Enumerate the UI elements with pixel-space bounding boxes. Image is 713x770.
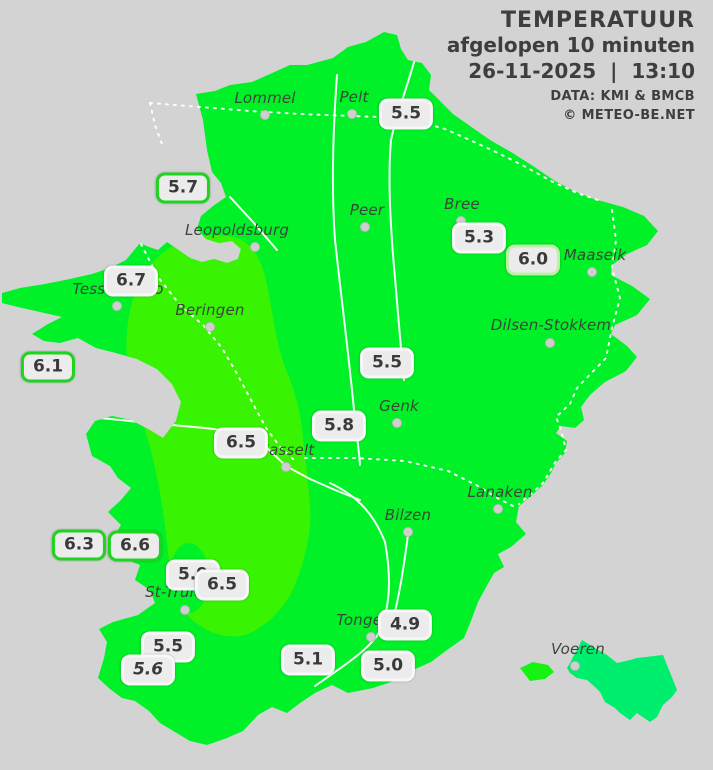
city-dot: [347, 109, 357, 119]
road-line: [314, 482, 390, 687]
temperature-badge: 5.7: [155, 172, 211, 204]
temperature-badge: 6.5: [213, 427, 269, 459]
temperature-badge: 6.1: [20, 351, 76, 383]
border-dotted-line: [149, 102, 406, 119]
city-dot: [112, 301, 122, 311]
road-line: [388, 35, 422, 381]
city-label: Beringen: [175, 301, 245, 319]
temperature-badge: 6.5: [194, 569, 250, 601]
city-label: Dilsen-Stokkem: [490, 316, 612, 334]
temperature-badge: 6.7: [103, 265, 159, 297]
voeren-region: [567, 640, 677, 722]
city-dot: [205, 322, 215, 332]
temperature-badge: 5.0: [360, 650, 416, 682]
temperature-badge: 5.5: [359, 347, 415, 379]
city-dot: [260, 110, 270, 120]
map-header: TEMPERATUUR afgelopen 10 minuten 26-11-2…: [447, 8, 695, 125]
page-title: TEMPERATUUR: [500, 8, 695, 33]
temperature-badge: 4.9: [377, 609, 433, 641]
city-dot: [392, 418, 402, 428]
city-dot: [587, 267, 597, 277]
city-label: Peer: [349, 201, 385, 219]
city-dot: [250, 242, 260, 252]
voeren-west-tip: [520, 662, 554, 681]
city-dot: [403, 527, 413, 537]
border-dotted-line: [518, 209, 622, 505]
temperature-badge: 5.8: [311, 410, 367, 442]
city-label: Lommel: [234, 89, 296, 107]
header-data-source: DATA: KMI & BMCB: [550, 89, 695, 104]
city-label: Lanaken: [467, 483, 533, 501]
city-label: Hasselt: [257, 441, 315, 459]
road-line: [229, 196, 278, 251]
city-dot: [570, 661, 580, 671]
city-label: Maaseik: [563, 246, 627, 264]
header-subtitle: afgelopen 10 minuten: [446, 33, 695, 57]
border-dotted-line: [404, 117, 602, 202]
temperature-badge: 6.6: [107, 530, 163, 562]
city-dot: [281, 462, 291, 472]
temperature-badge: 6.0: [505, 244, 561, 276]
city-label: Voeren: [551, 640, 605, 658]
city-label: Bilzen: [384, 506, 432, 524]
border-dotted-line: [140, 243, 294, 460]
border-dotted-line: [304, 457, 514, 507]
city-dot: [360, 222, 370, 232]
city-dot: [180, 605, 190, 615]
city-label: Pelt: [339, 88, 369, 106]
header-copyright: © METEO-BE.NET: [563, 108, 695, 123]
header-datetime: 26-11-2025 | 13:10: [468, 59, 695, 83]
city-label: Bree: [444, 195, 480, 213]
temperature-badge: 5.5: [378, 98, 434, 130]
city-label: Genk: [379, 397, 419, 415]
temperature-badge: 5.6: [120, 654, 176, 686]
city-dot: [545, 338, 555, 348]
temperature-badge: 5.1: [280, 644, 336, 676]
city-dot: [493, 504, 503, 514]
temperature-badge: 6.3: [51, 529, 107, 561]
temperature-badge: 5.3: [451, 222, 507, 254]
border-dotted-line: [149, 102, 164, 148]
city-dot: [366, 632, 376, 642]
city-label: Leopoldsburg: [184, 221, 290, 239]
